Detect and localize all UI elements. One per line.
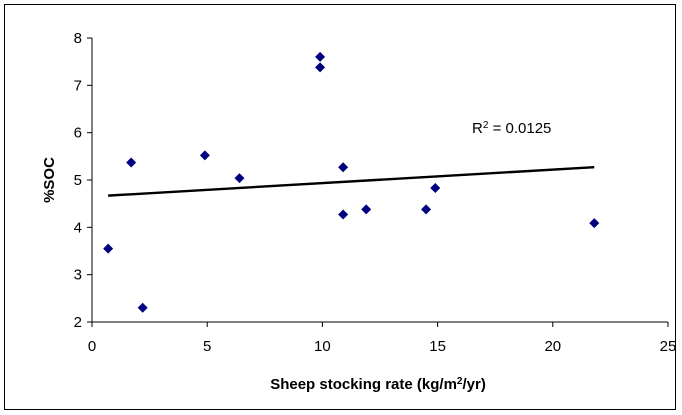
data-point — [234, 173, 245, 184]
r-squared-value: = 0.0125 — [488, 120, 551, 137]
data-point — [199, 150, 210, 161]
r-squared-prefix: R — [472, 120, 483, 137]
data-point — [361, 204, 372, 215]
data-point — [589, 218, 600, 229]
plot-area: 2 3 4 5 6 7 8 0 5 10 15 20 25 — [74, 30, 677, 355]
x-axis-title: Sheep stocking rate (kg/m2/yr) — [270, 376, 486, 394]
r-squared-annotation: R2 = 0.0125 — [472, 120, 551, 138]
y-axis-title: %SOC — [41, 157, 58, 203]
r-squared-superscript: 2 — [483, 120, 489, 131]
x-axis-title-unit: /yr) — [462, 376, 485, 393]
data-points — [103, 51, 600, 313]
data-point — [338, 162, 349, 173]
y-tick-label: 6 — [74, 125, 82, 142]
y-tick-label: 3 — [74, 267, 82, 284]
x-tick-label: 20 — [544, 338, 561, 355]
y-tick-label: 8 — [74, 30, 82, 47]
data-point — [430, 183, 441, 194]
x-tick-label: 0 — [88, 338, 96, 355]
y-tick-label: 2 — [74, 314, 82, 331]
data-point — [315, 62, 326, 73]
y-ticks: 2 3 4 5 6 7 8 — [74, 30, 92, 331]
data-point — [126, 157, 137, 168]
data-point — [338, 209, 349, 220]
y-tick-label: 7 — [74, 77, 82, 94]
x-tick-label: 15 — [429, 338, 446, 355]
chart-frame — [4, 4, 676, 410]
trendline — [108, 166, 595, 197]
x-tick-label: 10 — [314, 338, 331, 355]
x-axis-title-text: Sheep stocking rate (kg/m — [270, 376, 457, 393]
trendline-group — [108, 166, 595, 197]
data-point — [103, 243, 114, 254]
x-tick-label: 5 — [203, 338, 211, 355]
x-tick-label: 25 — [660, 338, 677, 355]
x-ticks: 0 5 10 15 20 25 — [88, 322, 677, 355]
x-axis-title-superscript: 2 — [457, 376, 463, 387]
y-tick-label: 4 — [74, 219, 82, 236]
data-point — [137, 302, 148, 313]
y-tick-label: 5 — [74, 172, 82, 189]
data-point — [315, 51, 326, 62]
data-point — [421, 204, 432, 215]
